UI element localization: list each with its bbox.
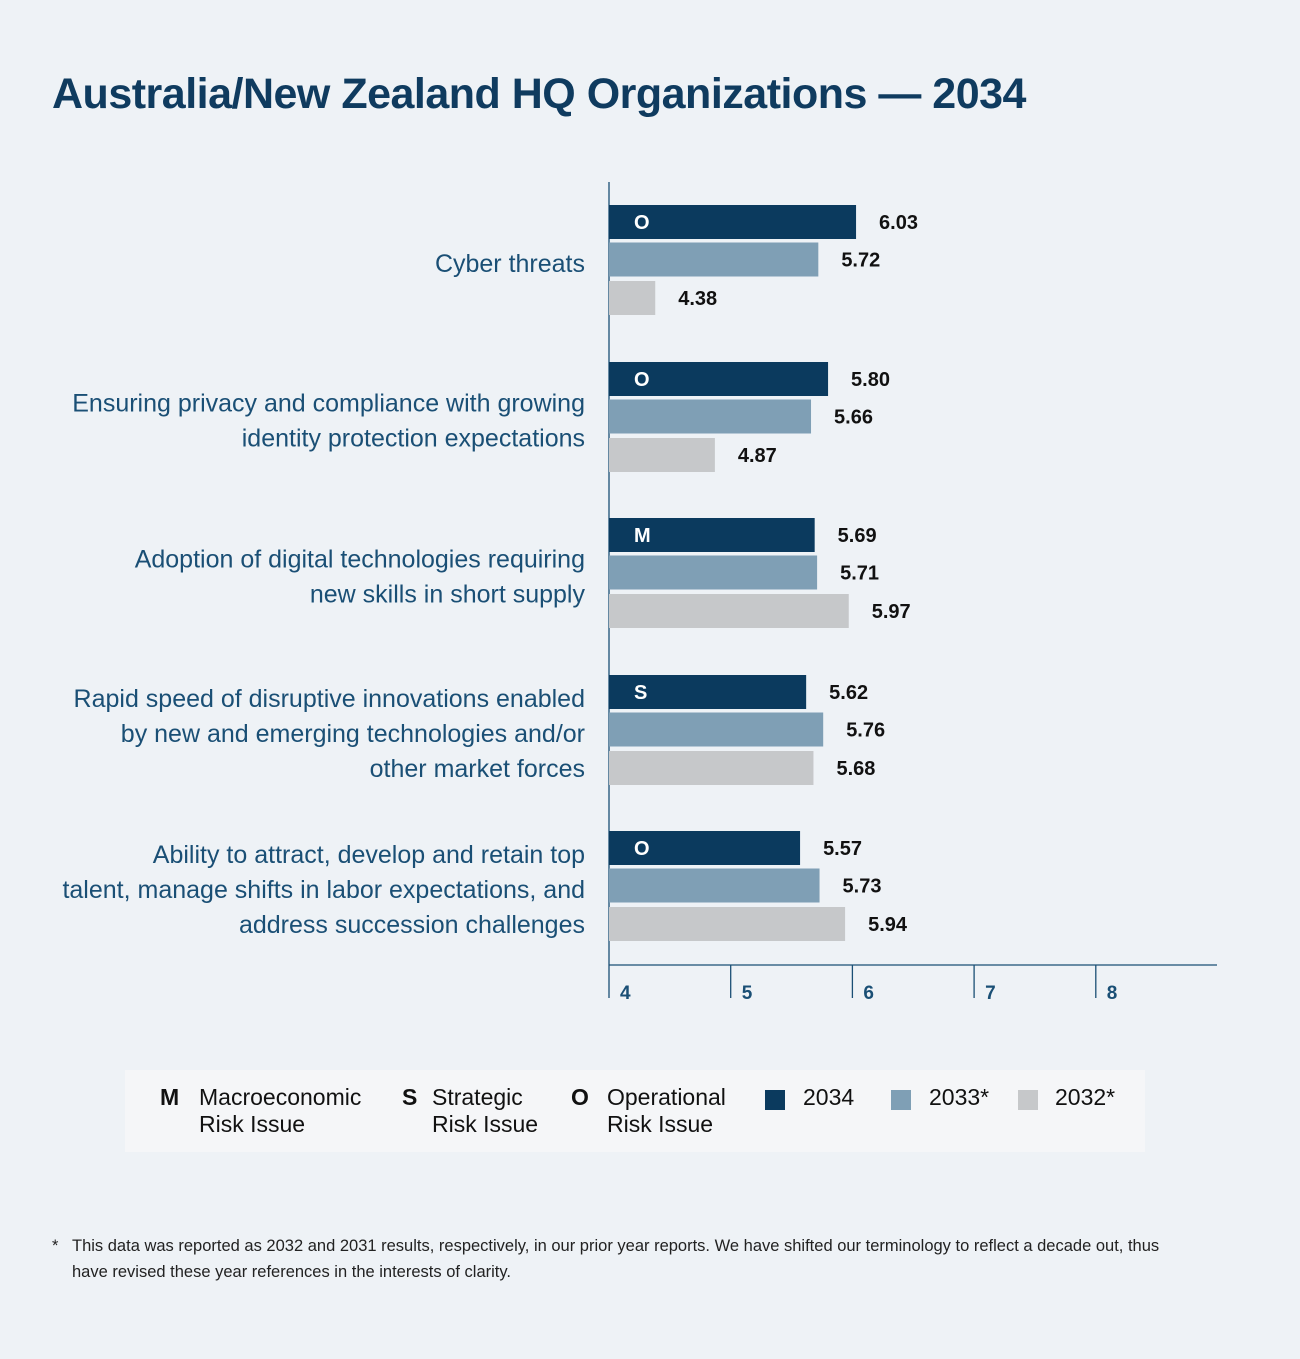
data-label: 5.66	[834, 407, 873, 429]
x-tick-label: 7	[985, 983, 996, 1004]
page-title: Australia/New Zealand HQ Organizations —…	[52, 70, 1026, 118]
legend-item-operational: Operational Risk Issue	[607, 1084, 726, 1138]
data-label: 6.03	[879, 212, 918, 234]
category-label: Adoption of digital technologies requiri…	[135, 545, 585, 573]
bar-2033	[609, 555, 818, 590]
legend-label-line1: Macroeconomic	[199, 1084, 362, 1110]
bar-2034	[609, 675, 807, 709]
bar-2033	[609, 712, 824, 747]
risk-type-letter: O	[634, 838, 650, 860]
risk-type-letter: S	[634, 682, 647, 704]
bar-chart: 4 5 6 7 8 Cyber threats 6.03 5.72 4.38 O Ensuring …	[62, 182, 1217, 1004]
data-label: 5.76	[846, 720, 885, 742]
legend-label-line2: Risk Issue	[607, 1111, 714, 1137]
data-label: 5.71	[840, 563, 879, 585]
bar-2033	[609, 242, 819, 277]
x-tick-label: 6	[863, 983, 874, 1004]
legend-letter-o: O	[571, 1084, 589, 1110]
data-label: 5.62	[829, 682, 868, 704]
data-label: 5.68	[836, 758, 875, 780]
bar-2033	[609, 399, 812, 434]
category-label: address succession challenges	[239, 911, 585, 939]
category-label: Ensuring privacy and compliance with gro…	[72, 389, 585, 417]
category-label: identity protection expectations	[242, 424, 585, 452]
legend: M Macroeconomic Risk Issue S Strategic R…	[125, 1070, 1145, 1152]
bar-2034	[609, 831, 801, 865]
category-label: other market forces	[370, 755, 585, 783]
category-label: Rapid speed of disruptive innovations en…	[74, 685, 585, 713]
legend-label-line2: Risk Issue	[432, 1111, 539, 1137]
category-label: talent, manage shifts in labor expectati…	[62, 876, 585, 904]
footnote-marker: *	[52, 1237, 59, 1255]
legend-label-2034: 2034	[803, 1084, 855, 1110]
data-label: 4.87	[738, 445, 777, 467]
bar-2034	[609, 362, 829, 396]
bar-2032	[609, 907, 846, 941]
category-label: by new and emerging technologies and/or	[121, 720, 585, 748]
legend-letter-s: S	[402, 1084, 418, 1110]
bar-2032	[609, 281, 656, 315]
x-tick-label: 5	[742, 983, 753, 1004]
data-label: 4.38	[678, 288, 717, 310]
legend-swatch-2034	[765, 1090, 785, 1110]
legend-swatch-2032	[1018, 1090, 1038, 1110]
bar-2034	[609, 518, 815, 552]
x-tick-label: 8	[1107, 983, 1118, 1004]
bar-2032	[609, 751, 814, 785]
data-label: 5.94	[868, 914, 908, 936]
bar-2033	[609, 868, 820, 903]
data-label: 5.72	[841, 250, 880, 272]
category-label: Cyber threats	[435, 250, 585, 278]
risk-type-letter: O	[634, 212, 650, 234]
legend-label-line1: Strategic	[432, 1084, 523, 1110]
legend-label-2032: 2032*	[1055, 1084, 1116, 1110]
risk-type-letter: O	[634, 369, 650, 391]
footnote: * This data was reported as 2032 and 203…	[52, 1233, 1192, 1285]
bar-2032	[609, 594, 849, 628]
bar-2034	[609, 205, 857, 239]
risk-type-letter: M	[634, 525, 651, 547]
data-label: 5.97	[872, 601, 911, 623]
data-label: 5.73	[843, 876, 882, 898]
data-label: 5.57	[823, 838, 862, 860]
legend-label-2033: 2033*	[929, 1084, 990, 1110]
legend-item-strategic: Strategic Risk Issue	[432, 1084, 538, 1138]
data-label: 5.69	[838, 525, 877, 547]
category-label: new skills in short supply	[310, 580, 586, 608]
x-tick-label: 4	[620, 983, 631, 1004]
legend-label-line2: Risk Issue	[199, 1111, 306, 1137]
legend-item-macroeconomic: Macroeconomic Risk Issue	[199, 1084, 361, 1138]
category-label: Ability to attract, develop and retain t…	[153, 841, 585, 869]
bar-2032	[609, 438, 715, 472]
legend-swatch-2033	[891, 1090, 911, 1110]
legend-label-line1: Operational	[607, 1084, 726, 1110]
footnote-text: This data was reported as 2032 and 2031 …	[72, 1237, 1160, 1281]
data-label: 5.80	[851, 369, 890, 391]
legend-letter-m: M	[160, 1084, 180, 1110]
